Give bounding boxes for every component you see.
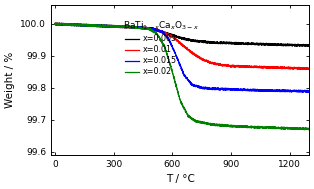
x=0.005 [300, 43, 304, 46]
x=0.015 [53, 23, 57, 25]
x=0.015 [306, 91, 310, 93]
x=0.01 [170, 36, 174, 38]
x=0.02 [303, 129, 307, 131]
x=0.005 [53, 22, 57, 24]
Line: x=0.02: x=0.02 [55, 23, 309, 130]
x=0.005 [253, 43, 257, 46]
x=0.015 [307, 91, 311, 93]
x=0.01 [307, 68, 311, 70]
x=0.01 [56, 22, 59, 24]
x=0.005 [307, 45, 311, 47]
x=0.01 [300, 67, 304, 69]
x=0.005 [304, 45, 307, 47]
x=0.015 [300, 91, 304, 93]
x=0.02 [53, 22, 57, 25]
x=0.01 [306, 68, 310, 71]
Y-axis label: Weight / %: Weight / % [5, 52, 15, 108]
x=0.015 [170, 44, 174, 47]
x=0.015 [253, 90, 257, 92]
Text: BaTi$_{1-x}$Ca$_x$O$_{3-x}$: BaTi$_{1-x}$Ca$_x$O$_{3-x}$ [123, 20, 199, 32]
x=0.02 [177, 94, 181, 97]
Line: x=0.005: x=0.005 [55, 23, 309, 46]
x=0.005 [66, 23, 70, 26]
x=0.01 [66, 23, 70, 25]
x=0.015 [300, 91, 304, 93]
x=0.005 [177, 37, 181, 39]
x=0.02 [300, 127, 304, 129]
Line: x=0.015: x=0.015 [55, 23, 309, 92]
x=0.015 [57, 22, 61, 24]
x=0.01 [177, 40, 181, 43]
Legend: x=0.005, x=0.01, x=0.015, x=0.02: x=0.005, x=0.01, x=0.015, x=0.02 [125, 34, 177, 76]
x=0.02 [253, 127, 257, 129]
x=0.005 [53, 23, 57, 25]
x=0.01 [53, 23, 57, 26]
X-axis label: T / °C: T / °C [166, 174, 195, 184]
x=0.02 [170, 69, 174, 71]
x=0.01 [300, 68, 304, 70]
x=0.02 [300, 127, 304, 129]
x=0.02 [66, 23, 70, 25]
x=0.015 [66, 24, 70, 26]
x=0.02 [307, 129, 311, 131]
x=0.005 [300, 44, 304, 47]
x=0.005 [170, 33, 174, 36]
x=0.01 [253, 66, 257, 68]
x=0.02 [54, 22, 57, 24]
Line: x=0.01: x=0.01 [55, 23, 309, 70]
x=0.015 [177, 60, 181, 63]
